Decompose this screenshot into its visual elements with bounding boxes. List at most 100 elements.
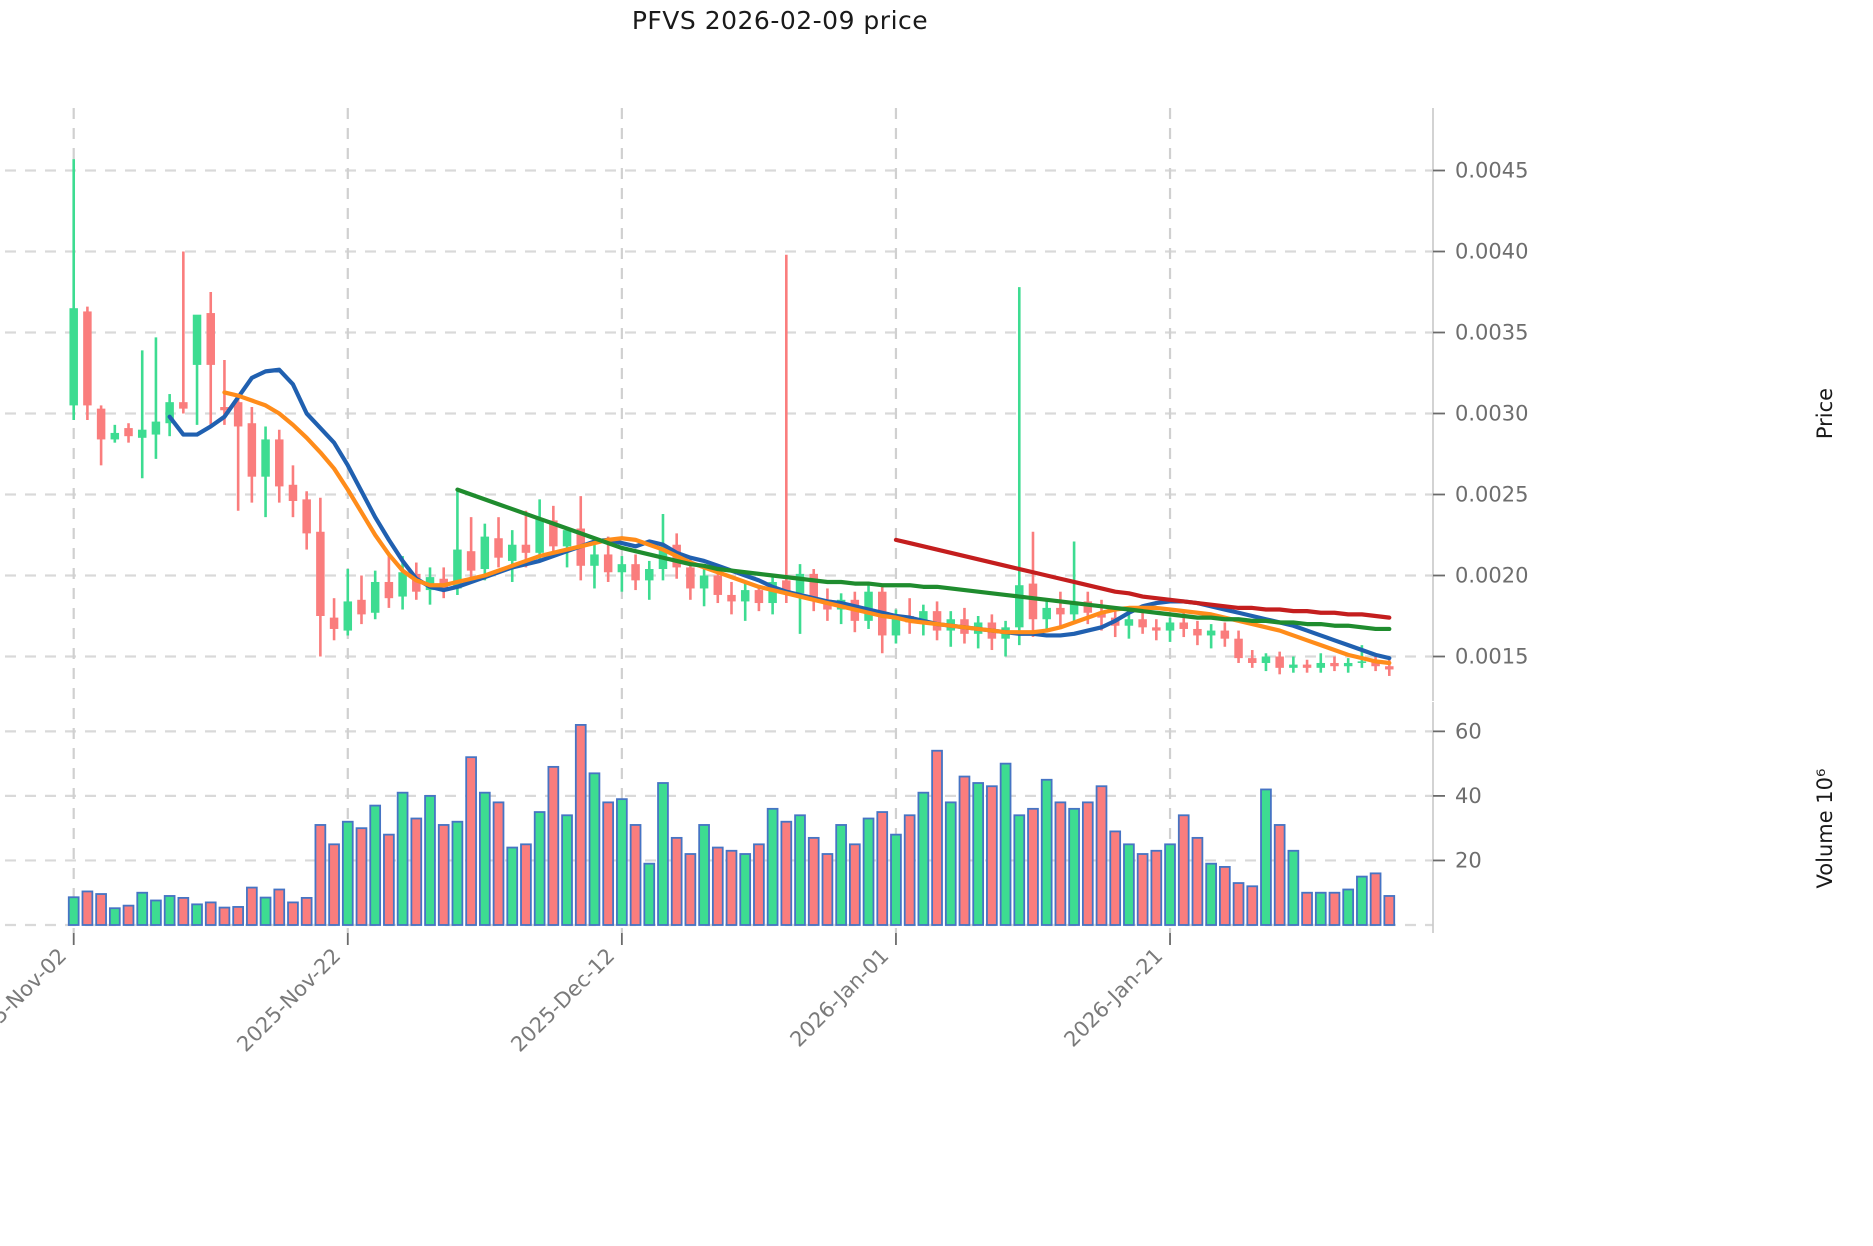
price-axis-title: Price [1813,388,1837,439]
volume-bar [424,795,436,926]
candle-body [1056,607,1065,615]
volume-bar [1177,814,1190,926]
volume-bar [314,824,327,926]
volume-bar [629,824,642,926]
candlestick [1056,591,1065,629]
candlestick [124,423,133,443]
volume-bar [931,749,943,926]
candle-body [754,590,764,604]
candlestick [1220,622,1230,647]
candlestick [151,337,161,459]
candle-body [384,581,394,599]
candlestick [973,616,983,649]
ma-line-ma-long-red [893,537,1392,620]
candlestick [877,585,887,654]
volume-bar [177,896,190,926]
candlestick [137,350,147,479]
candlestick [83,306,92,420]
candle-body [220,407,229,411]
candlestick [782,254,791,604]
candle-body [740,590,750,602]
candle-body [466,551,476,571]
candlestick [809,569,818,612]
candle-body [1302,664,1312,668]
volume-bar [287,901,299,926]
candlestick [1302,659,1312,673]
volume-bar [492,801,505,926]
candle-body [1261,656,1271,663]
candle-body [549,520,558,547]
candlestick [398,556,407,610]
volume-bar [794,814,806,926]
candle-body [69,308,78,406]
volume-bar [958,775,971,926]
candlestick [1275,651,1284,675]
candlestick [96,405,106,466]
volume-bar [122,904,135,926]
volume-bar [1287,849,1300,926]
candlestick [507,530,517,582]
candlestick [1042,598,1051,633]
candlestick [247,407,257,503]
candlestick [1343,658,1353,673]
candle-body [206,313,215,365]
volume-bar [1383,895,1396,926]
candle-body [1193,628,1202,636]
volume-tick-label: 60 [1455,719,1482,743]
volume-bar [807,836,820,926]
volume-bar [1260,788,1272,926]
volume-bar [547,765,560,926]
price-tick-label: 0.0025 [1455,483,1528,507]
candle-body [562,530,572,547]
volume-bar [698,824,710,926]
volume-bar [835,824,847,926]
ma-line-ma-slow-green [455,487,1392,632]
candlestick [494,517,503,568]
candlestick [535,499,544,563]
volume-bar [1095,785,1108,926]
candle-body [782,580,791,594]
candlestick [261,426,270,518]
candle-body [1248,658,1257,663]
volume-bar [616,798,628,926]
volume-tick-label: 40 [1455,784,1482,808]
candle-body [590,554,599,566]
candle-body [1165,622,1175,631]
volume-bar [369,804,382,926]
candle-body [521,544,531,553]
candle-body [247,423,257,477]
volume-bar [1246,885,1259,926]
x-tick-label: 2026-Jan-21 [1059,944,1167,1052]
candle-body [1234,638,1243,659]
candle-body [1124,619,1134,626]
price-tick-label: 0.0040 [1455,240,1528,264]
candlestick [453,491,462,595]
candlestick [1234,630,1243,663]
candle-body [370,581,380,613]
volume-bar [711,846,724,926]
candlestick [357,575,366,625]
volume-bar [876,811,889,926]
candlestick [1152,619,1161,641]
candle-body [795,573,805,594]
candle-body [261,439,270,477]
volume-bar [1314,891,1327,926]
candle-body [1179,622,1188,629]
candlestick [1289,656,1298,673]
candlestick [1261,653,1271,672]
volume-bar [1205,862,1217,926]
price-tick-label: 0.0030 [1455,402,1528,426]
candle-body [343,601,353,631]
candle-body [302,499,311,534]
volume-bar [944,801,957,926]
candle-body [1275,656,1284,668]
candlestick [795,564,805,634]
candlestick [466,517,476,582]
candlestick [69,159,78,420]
volume-bar [753,843,765,926]
volume-bar [561,814,573,926]
candle-body [1138,619,1147,628]
volume-bar [259,896,272,926]
candle-body [932,611,942,631]
volume-bar [602,801,614,926]
